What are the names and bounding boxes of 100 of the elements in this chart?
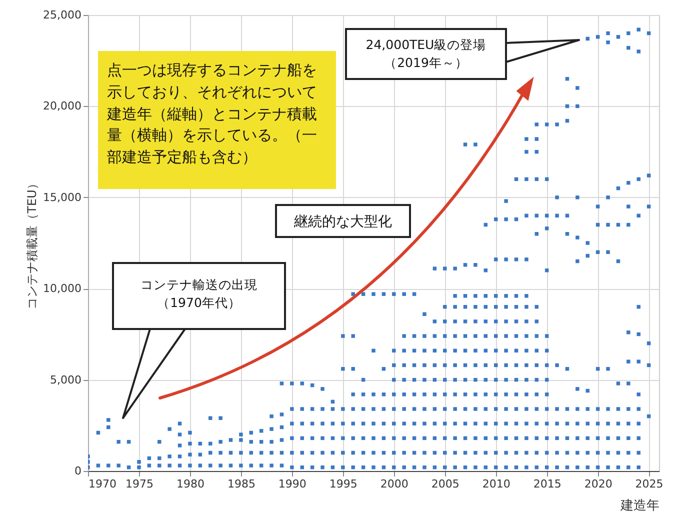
point [270,464,274,468]
y-tick-label: 20,000 [43,100,82,113]
point [432,266,437,270]
point [320,436,324,440]
point [351,334,355,338]
point [586,241,590,245]
point [576,104,580,108]
point [463,407,468,411]
point [544,334,549,338]
point [524,320,528,324]
point [504,465,508,470]
point [402,334,406,338]
point [300,422,304,426]
point [484,407,488,411]
point [372,407,376,411]
point [351,465,355,470]
point [259,464,264,468]
point [636,332,640,336]
point [280,412,284,416]
point [514,258,518,262]
point [514,334,518,338]
point [412,348,416,352]
point [382,407,386,411]
point [422,407,426,411]
point [626,422,630,426]
point [463,334,468,338]
point [636,28,640,32]
point [626,31,630,36]
point [372,450,376,455]
point [453,392,457,396]
point [351,407,355,411]
point [555,122,559,126]
point [372,392,376,396]
point [463,392,468,396]
point [484,320,488,324]
point [402,407,406,411]
point [544,407,549,411]
point [178,444,182,448]
point [484,422,488,426]
point [116,440,120,444]
point [474,407,478,411]
point [646,174,651,178]
point [636,177,640,182]
y-tick-label: 0 [74,464,82,478]
point [636,436,640,440]
point [463,294,468,298]
point [341,465,345,470]
y-axis-title: コンテナ積載量（TEU） [25,178,40,310]
point [596,422,600,426]
point [576,436,580,440]
point [474,422,478,426]
point [565,232,570,236]
point [504,450,508,455]
point [494,392,498,396]
point [524,304,528,309]
point [626,450,630,455]
point [412,422,416,426]
point [504,422,508,426]
point [392,348,396,352]
point [392,407,396,411]
point [382,392,386,396]
point [188,442,192,446]
point [524,137,528,141]
point [596,250,600,254]
point [422,436,426,440]
point [198,464,202,468]
point [443,422,447,426]
point [218,450,222,455]
point [341,436,345,440]
point [402,292,406,296]
point [636,50,640,54]
point [290,450,294,455]
point [484,392,488,396]
point [280,382,284,386]
point [474,294,478,298]
point [534,320,539,324]
point [218,416,222,420]
point [320,422,324,426]
point [524,294,528,298]
point [402,422,406,426]
point [636,304,640,309]
point [392,392,396,396]
point [432,422,437,426]
point [361,292,366,296]
point [463,142,468,146]
point [249,464,254,468]
point [341,366,345,371]
point [310,422,314,426]
point [422,465,426,470]
point [484,334,488,338]
point [106,425,110,430]
point [474,348,478,352]
point [534,137,539,141]
point [606,222,610,227]
point [544,392,549,396]
x-axis-title: 建造年 [620,498,660,514]
point [453,378,457,382]
point [576,86,580,90]
x-tick-label: 1980 [176,478,204,490]
x-tick-label: 2015 [533,478,562,490]
